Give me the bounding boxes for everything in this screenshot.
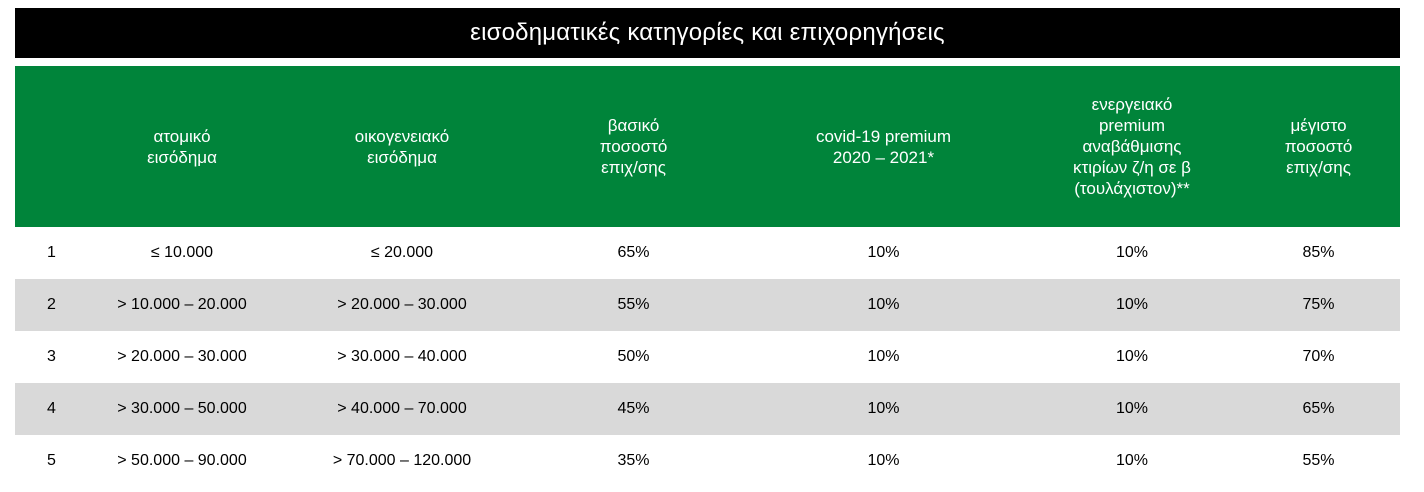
table-cell: 65% [1302,400,1335,417]
header-cell-covid-premium: covid-19 premium 2020 – 2021* [815,126,952,167]
table-cell: 65% [617,244,650,261]
table-cell: 55% [1302,452,1335,469]
table-cell: 10% [1115,296,1149,313]
table-cell: 55% [617,296,650,313]
table-cell: 45% [617,400,650,417]
table-cell: 10% [867,244,900,261]
table-cell: > 50.000 – 90.000 [117,452,247,469]
table-cell: > 20.000 – 30.000 [337,296,467,313]
header-cell-family-income: οικογενειακό εισόδημα [354,126,450,167]
table-cell: 2 [47,296,56,313]
table-cell: 10% [1115,452,1149,469]
table-row: 1 ≤ 10.000 ≤ 20.000 65% 10% 10% 85% [15,227,1400,279]
table-cell: > 70.000 – 120.000 [332,452,472,469]
table-cell: 10% [1115,348,1149,365]
table-cell: 70% [1302,348,1335,365]
table-cell: > 40.000 – 70.000 [337,400,467,417]
header-cell-base-rate: βασικό ποσοστό επιχ/σης [599,116,668,177]
table-title: εισοδηματικές κατηγορίες και επιχορηγήσε… [15,8,1400,58]
table-cell: > 10.000 – 20.000 [117,296,247,313]
table-cell: > 30.000 – 50.000 [117,400,247,417]
table-cell: 75% [1302,296,1335,313]
table-cell: > 30.000 – 40.000 [337,348,467,365]
header-cell-max-rate: μέγιστο ποσοστό επιχ/σης [1284,116,1353,177]
table-cell: > 20.000 – 30.000 [117,348,247,365]
table-row: 3 > 20.000 – 30.000 > 30.000 – 40.000 50… [15,331,1400,383]
table-row: 2 > 10.000 – 20.000 > 20.000 – 30.000 55… [15,279,1400,331]
table-cell: 5 [47,452,56,469]
table-cell: 1 [47,244,56,261]
table-cell: 35% [617,452,650,469]
table-cell: 10% [1115,244,1149,261]
table-row: 4 > 30.000 – 50.000 > 40.000 – 70.000 45… [15,383,1400,435]
table-cell: 4 [47,400,56,417]
table-cell: 10% [867,400,900,417]
header-cell-individual-income: ατομικό εισόδημα [147,126,217,167]
table-cell: 10% [867,348,900,365]
subsidy-table: ατομικό εισόδημα οικογενειακό εισόδημα β… [15,66,1400,487]
table-cell: 10% [867,452,900,469]
table-cell: ≤ 20.000 [370,244,434,261]
table-cell: 50% [617,348,650,365]
table-row: 5 > 50.000 – 90.000 > 70.000 – 120.000 3… [15,435,1400,487]
table-cell: 10% [867,296,900,313]
table-header-row: ατομικό εισόδημα οικογενειακό εισόδημα β… [15,66,1400,227]
table-cell: 10% [1115,400,1149,417]
table-cell: 3 [47,348,56,365]
table-cell: 85% [1302,244,1335,261]
table-cell: ≤ 10.000 [150,244,214,261]
header-cell-energy-premium: ενεργειακό premium αναβάθμισης κτιρίων ζ… [1073,95,1191,198]
